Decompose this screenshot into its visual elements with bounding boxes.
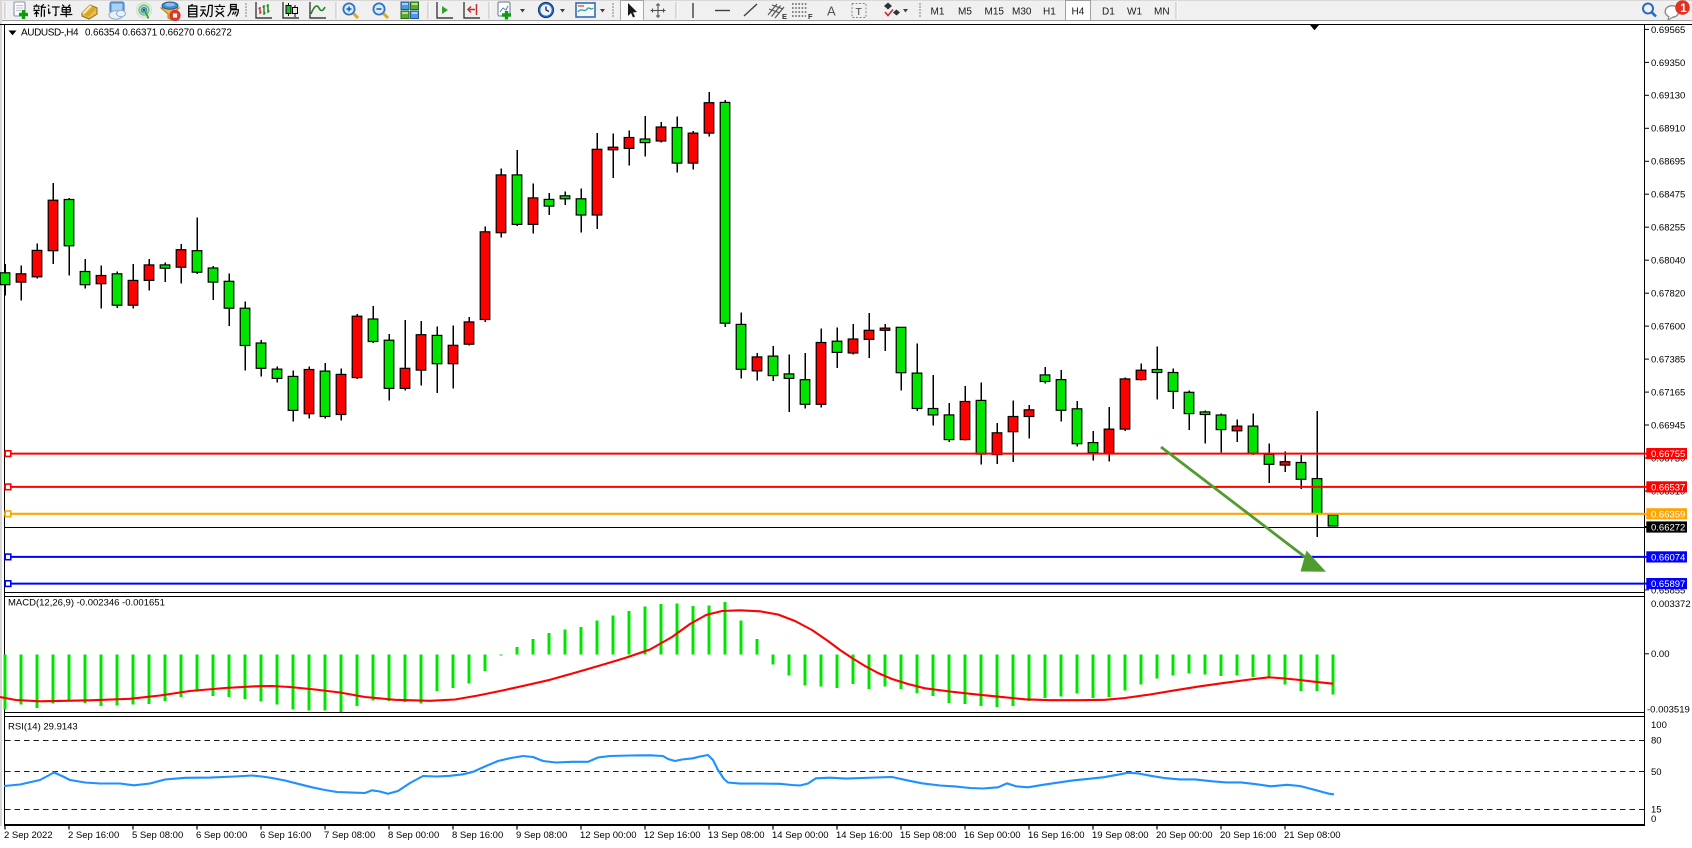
- svg-text:MACD(12,26,9) -0.002346 -0.001: MACD(12,26,9) -0.002346 -0.001651: [8, 598, 165, 609]
- svg-text:0.66537: 0.66537: [1651, 482, 1685, 493]
- svg-text:20 Sep 00:00: 20 Sep 00:00: [1156, 830, 1213, 841]
- svg-text:M5: M5: [958, 7, 972, 18]
- svg-text:21 Sep 08:00: 21 Sep 08:00: [1284, 830, 1341, 841]
- svg-text:0.65855: 0.65855: [1651, 585, 1685, 596]
- svg-text:6 Sep 00:00: 6 Sep 00:00: [196, 830, 247, 841]
- svg-text:0.68040: 0.68040: [1651, 256, 1685, 267]
- svg-text:0.69350: 0.69350: [1651, 58, 1685, 69]
- svg-text:8 Sep 00:00: 8 Sep 00:00: [388, 830, 439, 841]
- svg-text:M30: M30: [1012, 7, 1032, 18]
- svg-text:13 Sep 08:00: 13 Sep 08:00: [708, 830, 765, 841]
- svg-text:D1: D1: [1102, 7, 1115, 18]
- svg-text:0.68910: 0.68910: [1651, 124, 1685, 135]
- svg-text:0.69565: 0.69565: [1651, 25, 1685, 36]
- svg-text:W1: W1: [1127, 7, 1142, 18]
- svg-text:100: 100: [1651, 720, 1667, 731]
- svg-text:0: 0: [1651, 814, 1656, 825]
- svg-text:5 Sep 08:00: 5 Sep 08:00: [132, 830, 183, 841]
- svg-text:0.68255: 0.68255: [1651, 223, 1685, 234]
- svg-text:0.67820: 0.67820: [1651, 289, 1685, 300]
- svg-text:19 Sep 08:00: 19 Sep 08:00: [1092, 830, 1149, 841]
- svg-text:H4: H4: [1072, 7, 1085, 18]
- svg-text:6 Sep 16:00: 6 Sep 16:00: [260, 830, 311, 841]
- svg-text:-0.003519: -0.003519: [1647, 704, 1690, 715]
- svg-text:0.65897: 0.65897: [1651, 579, 1685, 590]
- svg-text:0.66074: 0.66074: [1651, 552, 1685, 563]
- svg-text:2 Sep 2022: 2 Sep 2022: [4, 830, 53, 841]
- svg-text:12 Sep 00:00: 12 Sep 00:00: [580, 830, 637, 841]
- svg-text:9 Sep 08:00: 9 Sep 08:00: [516, 830, 567, 841]
- svg-text:0.003372: 0.003372: [1651, 599, 1691, 610]
- svg-text:7 Sep 08:00: 7 Sep 08:00: [324, 830, 375, 841]
- svg-text:15 Sep 08:00: 15 Sep 08:00: [900, 830, 957, 841]
- svg-text:8 Sep 16:00: 8 Sep 16:00: [452, 830, 503, 841]
- svg-text:12 Sep 16:00: 12 Sep 16:00: [644, 830, 701, 841]
- svg-text:50: 50: [1651, 767, 1662, 778]
- svg-text:0.68695: 0.68695: [1651, 157, 1685, 168]
- svg-text:1: 1: [1680, 3, 1687, 15]
- svg-text:0.69130: 0.69130: [1651, 91, 1685, 102]
- svg-text:0.00: 0.00: [1651, 649, 1670, 660]
- svg-text:20 Sep 16:00: 20 Sep 16:00: [1220, 830, 1277, 841]
- svg-text:T: T: [856, 6, 863, 18]
- svg-text:14 Sep 00:00: 14 Sep 00:00: [772, 830, 829, 841]
- svg-text:80: 80: [1651, 736, 1662, 747]
- svg-text:RSI(14) 29.9143: RSI(14) 29.9143: [8, 722, 78, 733]
- svg-text:0.67600: 0.67600: [1651, 322, 1685, 333]
- svg-text:0.68475: 0.68475: [1651, 190, 1685, 201]
- svg-text:0.66359: 0.66359: [1651, 509, 1685, 520]
- svg-text:15: 15: [1651, 805, 1662, 816]
- svg-text:MN: MN: [1154, 7, 1170, 18]
- svg-text:0.67385: 0.67385: [1651, 355, 1685, 366]
- svg-text:E: E: [782, 12, 787, 21]
- svg-text:AUDUSD-,H4: AUDUSD-,H4: [21, 27, 79, 38]
- svg-text:16 Sep 00:00: 16 Sep 00:00: [964, 830, 1021, 841]
- svg-text:16 Sep 16:00: 16 Sep 16:00: [1028, 830, 1085, 841]
- svg-text:F: F: [808, 12, 813, 21]
- svg-text:0.66945: 0.66945: [1651, 420, 1685, 431]
- svg-text:H1: H1: [1043, 7, 1056, 18]
- svg-text:0.66272: 0.66272: [1651, 523, 1685, 534]
- svg-text:14 Sep 16:00: 14 Sep 16:00: [836, 830, 893, 841]
- svg-text:M15: M15: [985, 7, 1005, 18]
- svg-text:0.66755: 0.66755: [1651, 449, 1685, 460]
- svg-text:0.67165: 0.67165: [1651, 388, 1685, 399]
- svg-text:A: A: [827, 4, 836, 19]
- svg-text:M1: M1: [931, 7, 945, 18]
- svg-text:2 Sep 16:00: 2 Sep 16:00: [68, 830, 119, 841]
- svg-text:0.66354 0.66371 0.66270 0.6627: 0.66354 0.66371 0.66270 0.66272: [85, 27, 232, 38]
